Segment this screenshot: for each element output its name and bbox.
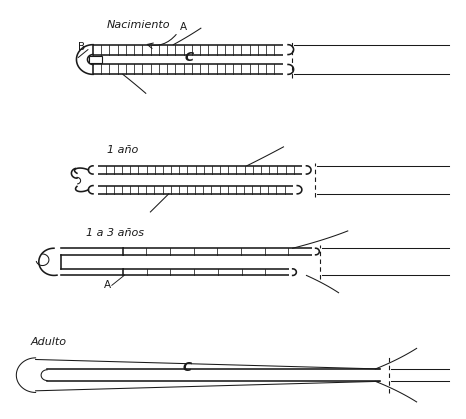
Text: C: C bbox=[183, 361, 192, 374]
Text: A: A bbox=[180, 22, 187, 32]
Bar bbox=[89, 56, 102, 63]
Text: Adulto: Adulto bbox=[31, 336, 67, 347]
Text: 1 año: 1 año bbox=[107, 145, 138, 155]
Text: A: A bbox=[103, 280, 110, 290]
Text: 1 a 3 años: 1 a 3 años bbox=[86, 228, 144, 238]
Text: C: C bbox=[185, 51, 194, 64]
Text: Nacimiento: Nacimiento bbox=[107, 20, 170, 30]
Text: B: B bbox=[78, 41, 85, 52]
